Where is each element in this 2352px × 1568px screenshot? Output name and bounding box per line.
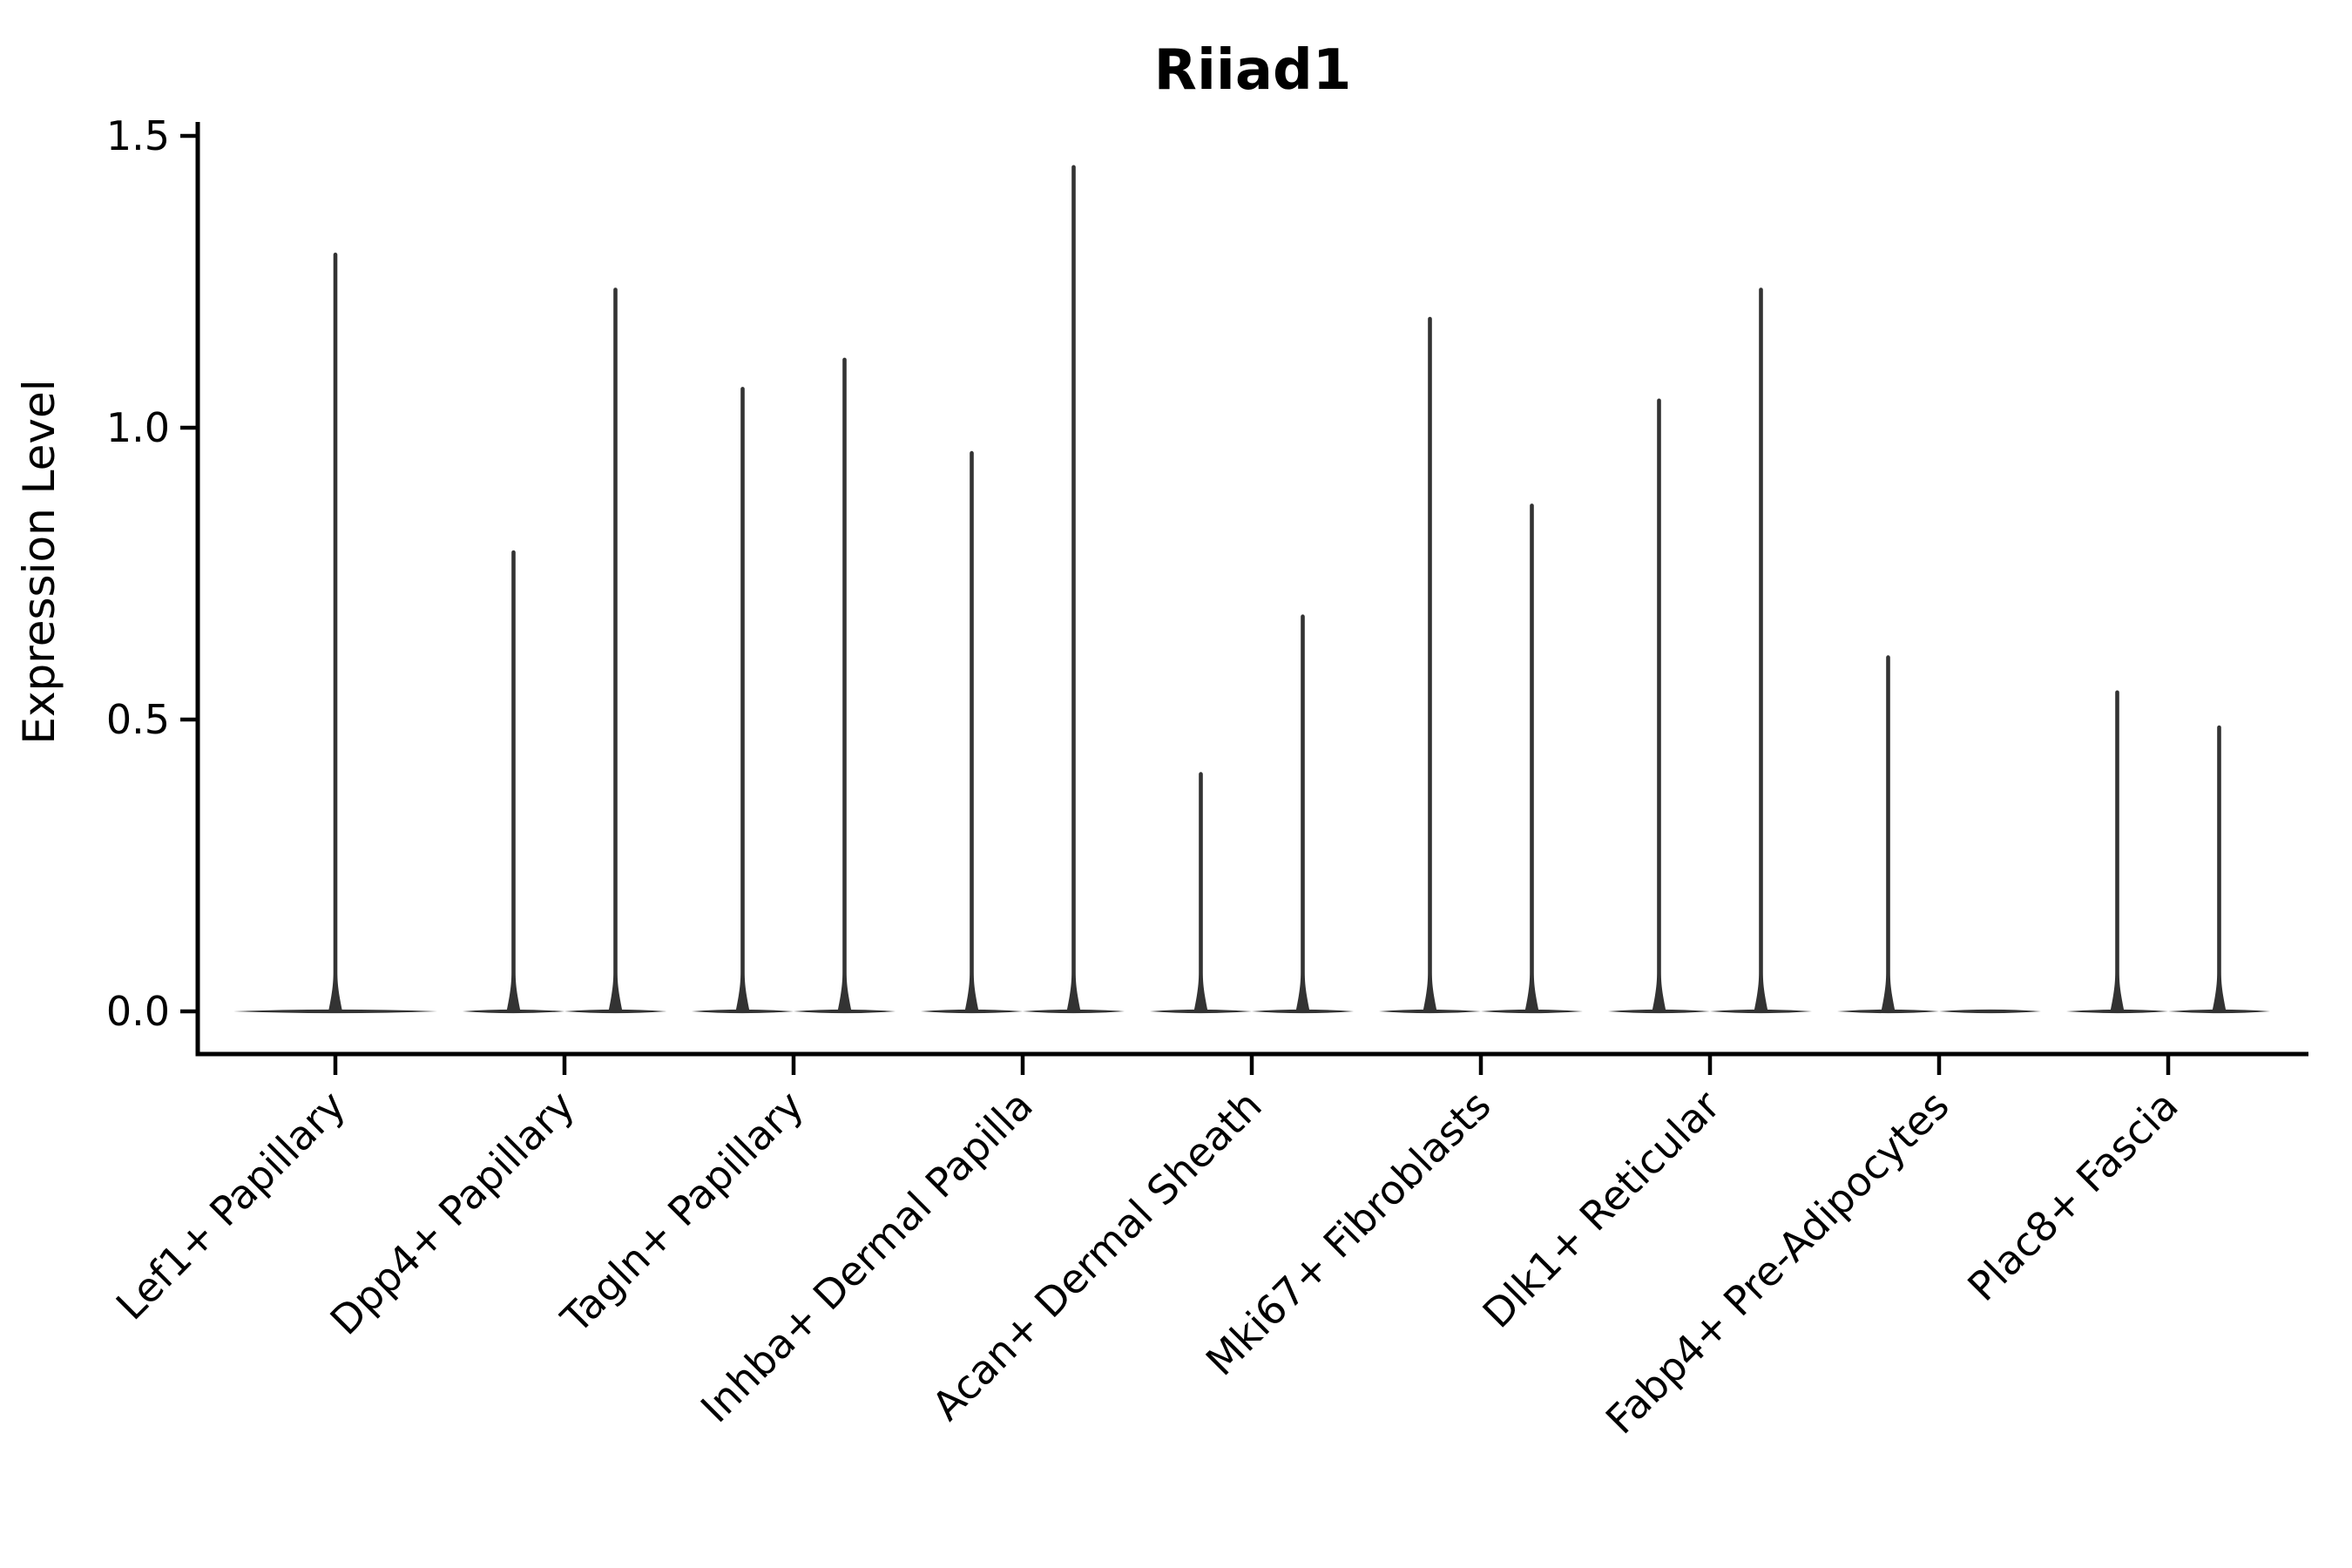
y-tick-label: 1.0 [106, 404, 170, 451]
violin-needle [964, 450, 979, 1011]
violin [1939, 1009, 2041, 1014]
violin [794, 357, 896, 1014]
violin [1379, 316, 1481, 1014]
y-axis-label: Expression Level [14, 379, 64, 744]
y-tick-label: 1.5 [106, 112, 170, 159]
violin-needle [2212, 725, 2227, 1011]
violin-needle [1881, 655, 1896, 1011]
y-tick-label: 0.0 [106, 988, 170, 1035]
violin [1710, 287, 1812, 1014]
y-tick-label: 0.5 [106, 696, 170, 743]
chart-title: Riiad1 [1154, 38, 1352, 103]
violin [1150, 772, 1252, 1014]
violin-needle [1066, 165, 1081, 1012]
x-tick-label: Dlk1+ Reticular [1474, 1082, 1729, 1337]
x-tick-label: Plac8+ Fascia [1958, 1082, 2186, 1310]
violin [2066, 690, 2168, 1014]
violin [1023, 165, 1125, 1014]
violin [1252, 614, 1354, 1014]
violin-needle [1295, 614, 1310, 1011]
violin-needle [1423, 316, 1437, 1011]
violin [1608, 398, 1710, 1014]
y-axis-ticks: 0.0 0.5 1.0 1.5 [106, 112, 198, 1035]
x-tick-label: Tagln+ Papillary [551, 1082, 813, 1343]
violin-needle [328, 252, 342, 1011]
violin-base [1939, 1009, 2041, 1014]
violin [233, 252, 437, 1014]
x-tick-label: Dpp4+ Papillary [321, 1082, 584, 1344]
violin-needle [608, 287, 623, 1012]
violin [692, 387, 794, 1014]
violin-series [233, 165, 2270, 1014]
violin [463, 550, 564, 1014]
violin-needle [1754, 287, 1768, 1011]
x-tick-label: Lef1+ Papillary [107, 1082, 355, 1329]
violin-needle [1193, 772, 1208, 1011]
violin [921, 450, 1023, 1014]
violin-needle [1524, 504, 1539, 1011]
violin [564, 287, 666, 1014]
violin [1481, 504, 1583, 1014]
violin [2168, 725, 2270, 1014]
violin-needle [837, 357, 852, 1012]
violin-needle [735, 387, 750, 1012]
violin-needle [1652, 398, 1666, 1011]
violin-needle [2110, 690, 2125, 1011]
violin-needle [506, 550, 521, 1011]
violin [1837, 655, 1939, 1014]
